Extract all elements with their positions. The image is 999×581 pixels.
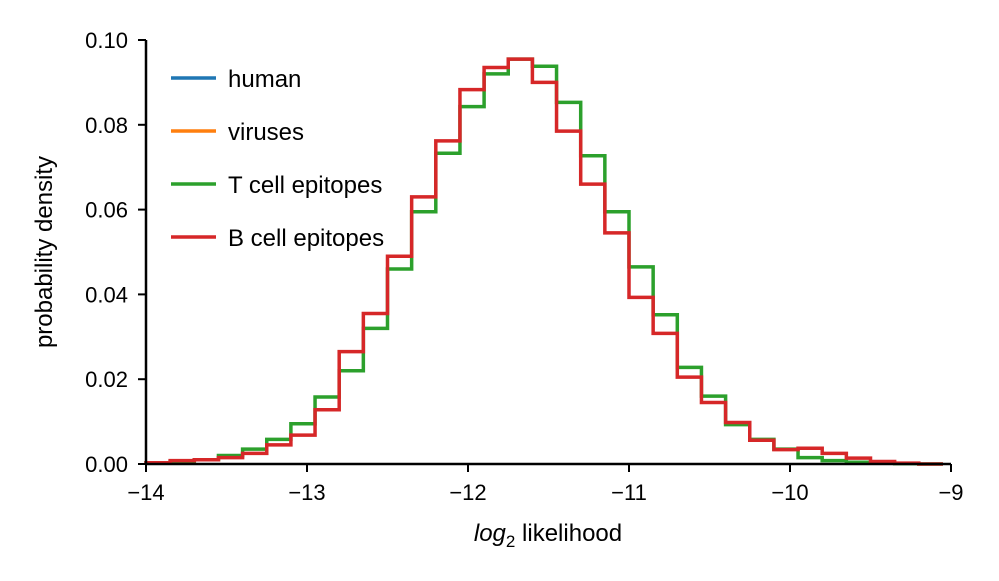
x-tick-label: −11 bbox=[611, 480, 647, 505]
y-tick-label: 0.00 bbox=[85, 452, 128, 477]
series-b-cell-epitopes-line bbox=[144, 57, 943, 466]
y-tick-label: 0.06 bbox=[85, 198, 128, 223]
x-tick-label: −10 bbox=[771, 480, 808, 505]
y-axis-title: probability density bbox=[31, 156, 58, 348]
legend: human viruses T cell epitopes B cell epitop… bbox=[171, 66, 384, 252]
legend-label: B cell epitopes bbox=[228, 225, 384, 252]
legend-label: viruses bbox=[228, 119, 304, 146]
y-tick-label: 0.08 bbox=[85, 113, 128, 138]
x-ticks: −14 −13 −12 −11 −10 −9 bbox=[127, 464, 964, 505]
legend-label: human bbox=[228, 66, 301, 93]
y-tick-label: 0.04 bbox=[85, 282, 128, 307]
x-axis-title: log2 likelihood bbox=[474, 520, 622, 551]
y-ticks: 0.00 0.02 0.04 0.06 0.08 0.10 bbox=[85, 28, 146, 477]
x-tick-label: −13 bbox=[288, 480, 325, 505]
legend-label: T cell epitopes bbox=[228, 172, 382, 199]
series-layer bbox=[144, 57, 943, 466]
x-axis-title-subscript: 2 bbox=[506, 532, 515, 551]
x-axis-title-italic: log bbox=[474, 520, 507, 547]
y-tick-label: 0.02 bbox=[85, 367, 128, 392]
x-tick-label: −9 bbox=[938, 480, 963, 505]
x-tick-label: −12 bbox=[449, 480, 486, 505]
x-tick-label: −14 bbox=[127, 480, 164, 505]
x-axis-title-rest: likelihood bbox=[515, 520, 622, 547]
y-tick-label: 0.10 bbox=[85, 28, 128, 53]
